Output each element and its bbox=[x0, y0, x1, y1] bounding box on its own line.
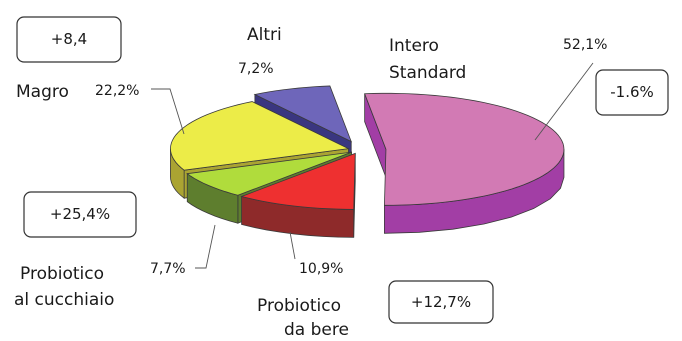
category-label-altri: Altri bbox=[247, 25, 282, 45]
percent-label-magro: 22,2% bbox=[95, 83, 139, 99]
leader-line-bere bbox=[289, 231, 296, 260]
category-label-cucchiaio-line2: al cucchiaio bbox=[14, 290, 114, 310]
category-label-cucchiaio-line1: Probiotico bbox=[20, 264, 104, 284]
category-label-intero-line2: Standard bbox=[389, 63, 466, 83]
pie-top-faces bbox=[170, 85, 565, 210]
change-box-intero: -1.6% bbox=[595, 69, 669, 116]
change-box-cucchiaio: +25,4% bbox=[23, 191, 137, 238]
category-label-intero-line1: Intero bbox=[389, 36, 439, 56]
category-label-bere-line1: Probiotico bbox=[257, 296, 341, 316]
leader-line-magro bbox=[151, 88, 185, 135]
leader-line-cucchiaio bbox=[195, 224, 216, 269]
percent-label-intero: 52,1% bbox=[563, 37, 607, 53]
change-value-magro: +8,4 bbox=[51, 30, 87, 48]
category-label-magro: Magro bbox=[16, 82, 69, 102]
change-box-magro: +8,4 bbox=[16, 16, 122, 63]
pie-slice-altri bbox=[253, 85, 352, 143]
category-label-bere-line2: da bere bbox=[284, 320, 349, 340]
change-value-intero: -1.6% bbox=[610, 83, 654, 101]
pie-slice-probiotico-cucchiaio bbox=[186, 151, 352, 196]
percent-label-bere: 10,9% bbox=[299, 261, 343, 277]
percent-label-cucchiaio: 7,7% bbox=[150, 261, 186, 277]
percent-label-altri: 7,2% bbox=[238, 61, 274, 77]
change-box-bere: +12,7% bbox=[388, 280, 494, 324]
change-value-bere: +12,7% bbox=[411, 293, 471, 311]
pie-slice-magro bbox=[170, 101, 350, 171]
pie-slice-intero-standard bbox=[364, 92, 565, 206]
pie-slice-probiotico-bere bbox=[240, 152, 356, 210]
change-value-cucchiaio: +25,4% bbox=[50, 205, 110, 223]
leader-line-intero bbox=[534, 62, 594, 141]
